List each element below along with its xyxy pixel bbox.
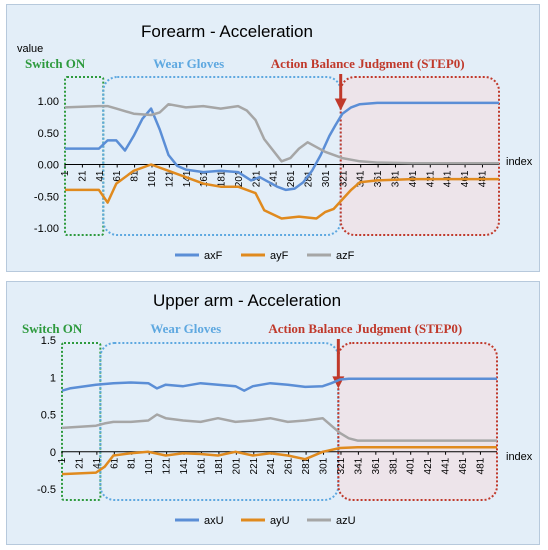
- x-tick-label: 301: [321, 170, 332, 187]
- x-tick-label: 281: [304, 170, 315, 187]
- annotation-label-switch: Switch ON: [22, 321, 83, 336]
- annotation-box-action: [339, 76, 501, 236]
- x-tick-label: 461: [458, 457, 469, 474]
- x-tick-label: 1: [60, 170, 71, 176]
- y-tick-label: -0.5: [37, 484, 56, 496]
- x-tick-label: 21: [77, 170, 88, 182]
- x-tick-label: 161: [199, 170, 210, 187]
- x-tick-label: 321: [336, 457, 347, 474]
- x-tick-label: 121: [164, 170, 175, 187]
- x-tick-label: 61: [109, 457, 120, 469]
- upper-arm-chart-panel: Upper arm - Acceleration Switch ON Wear Gl…: [6, 281, 540, 545]
- annotation-box-switch: [64, 76, 105, 236]
- x-tick-label: 481: [475, 457, 486, 474]
- series-line-ayF: [65, 163, 499, 220]
- annotation-box-wear: [102, 76, 342, 236]
- series-line-axF: [65, 101, 499, 192]
- series-line-ayU: [61, 446, 497, 476]
- x-tick-label: 241: [269, 170, 280, 187]
- y-tick-label: -1.00: [34, 223, 59, 235]
- legend-label-azF: azF: [336, 250, 355, 262]
- x-tick-label: 441: [441, 457, 452, 474]
- x-tick-label: 281: [301, 457, 312, 474]
- legend-label-ayF: ayF: [270, 250, 289, 262]
- upper-arm-chart: Upper arm - Acceleration Switch ON Wear Gl…: [22, 291, 533, 527]
- x-tick-label: 401: [406, 457, 417, 474]
- action-arrow-head: [334, 98, 347, 111]
- series-line-axU: [61, 377, 497, 392]
- x-tick-label: 101: [144, 457, 155, 474]
- x-tick-label: 161: [196, 457, 207, 474]
- y-tick-label: 0.00: [38, 160, 59, 172]
- x-tick-label: 341: [353, 457, 364, 474]
- x-tick-label: 201: [234, 170, 245, 187]
- annotation-box-switch: [61, 342, 102, 501]
- x-tick-label: 181: [214, 457, 225, 474]
- y-tick-label: 0: [50, 447, 56, 459]
- x-tick-label: 41: [95, 170, 106, 182]
- x-axis-label: index: [506, 156, 533, 168]
- x-tick-label: 261: [284, 457, 295, 474]
- series-line-azU: [61, 413, 497, 442]
- x-tick-label: 81: [127, 457, 138, 469]
- annotation-box-action: [337, 342, 498, 501]
- x-tick-label: 261: [286, 170, 297, 187]
- x-tick-label: 1: [57, 457, 68, 463]
- annotation-label-wear: Wear Gloves: [153, 56, 224, 71]
- x-tick-label: 421: [423, 457, 434, 474]
- y-tick-label: 1.00: [38, 96, 59, 108]
- series-line-azF: [64, 102, 499, 165]
- x-tick-label: 341: [356, 170, 367, 187]
- y-axis-label: value: [17, 43, 43, 55]
- chart-title: Upper arm - Acceleration: [153, 291, 341, 310]
- x-tick-label: 41: [92, 457, 103, 469]
- annotation-label-action: Action Balance Judgment (STEP0): [271, 56, 465, 71]
- chart-title: Forearm - Acceleration: [141, 22, 313, 41]
- x-tick-label: 381: [388, 457, 399, 474]
- x-tick-label: 61: [112, 170, 123, 182]
- y-tick-label: 1.5: [41, 335, 56, 347]
- legend-label-ayU: ayU: [270, 515, 290, 527]
- y-tick-label: 0.50: [38, 128, 59, 140]
- forearm-chart-panel: Forearm - Acceleration value Switch ON Wear…: [6, 4, 540, 272]
- x-tick-label: 101: [147, 170, 158, 187]
- x-tick-label: 21: [74, 457, 85, 469]
- y-tick-label: 1: [50, 372, 56, 384]
- x-tick-label: 221: [249, 457, 260, 474]
- x-tick-label: 241: [266, 457, 277, 474]
- x-tick-label: 121: [162, 457, 173, 474]
- annotation-label-wear: Wear Gloves: [150, 321, 221, 336]
- annotation-label-action: Action Balance Judgment (STEP0): [268, 321, 462, 336]
- x-tick-label: 361: [373, 170, 384, 187]
- y-tick-label: -0.50: [34, 191, 59, 203]
- legend-label-azU: azU: [336, 515, 356, 527]
- x-tick-label: 181: [217, 170, 228, 187]
- x-tick-label: 361: [371, 457, 382, 474]
- y-tick-label: 0.5: [41, 410, 56, 422]
- legend-label-axU: axU: [204, 515, 224, 527]
- x-tick-label: 81: [130, 170, 141, 182]
- annotation-label-switch: Switch ON: [25, 56, 86, 71]
- x-tick-label: 321: [338, 170, 349, 187]
- x-axis-label: index: [506, 451, 533, 463]
- x-tick-label: 201: [231, 457, 242, 474]
- legend-label-axF: axF: [204, 250, 223, 262]
- x-tick-label: 301: [319, 457, 330, 474]
- x-tick-label: 141: [179, 457, 190, 474]
